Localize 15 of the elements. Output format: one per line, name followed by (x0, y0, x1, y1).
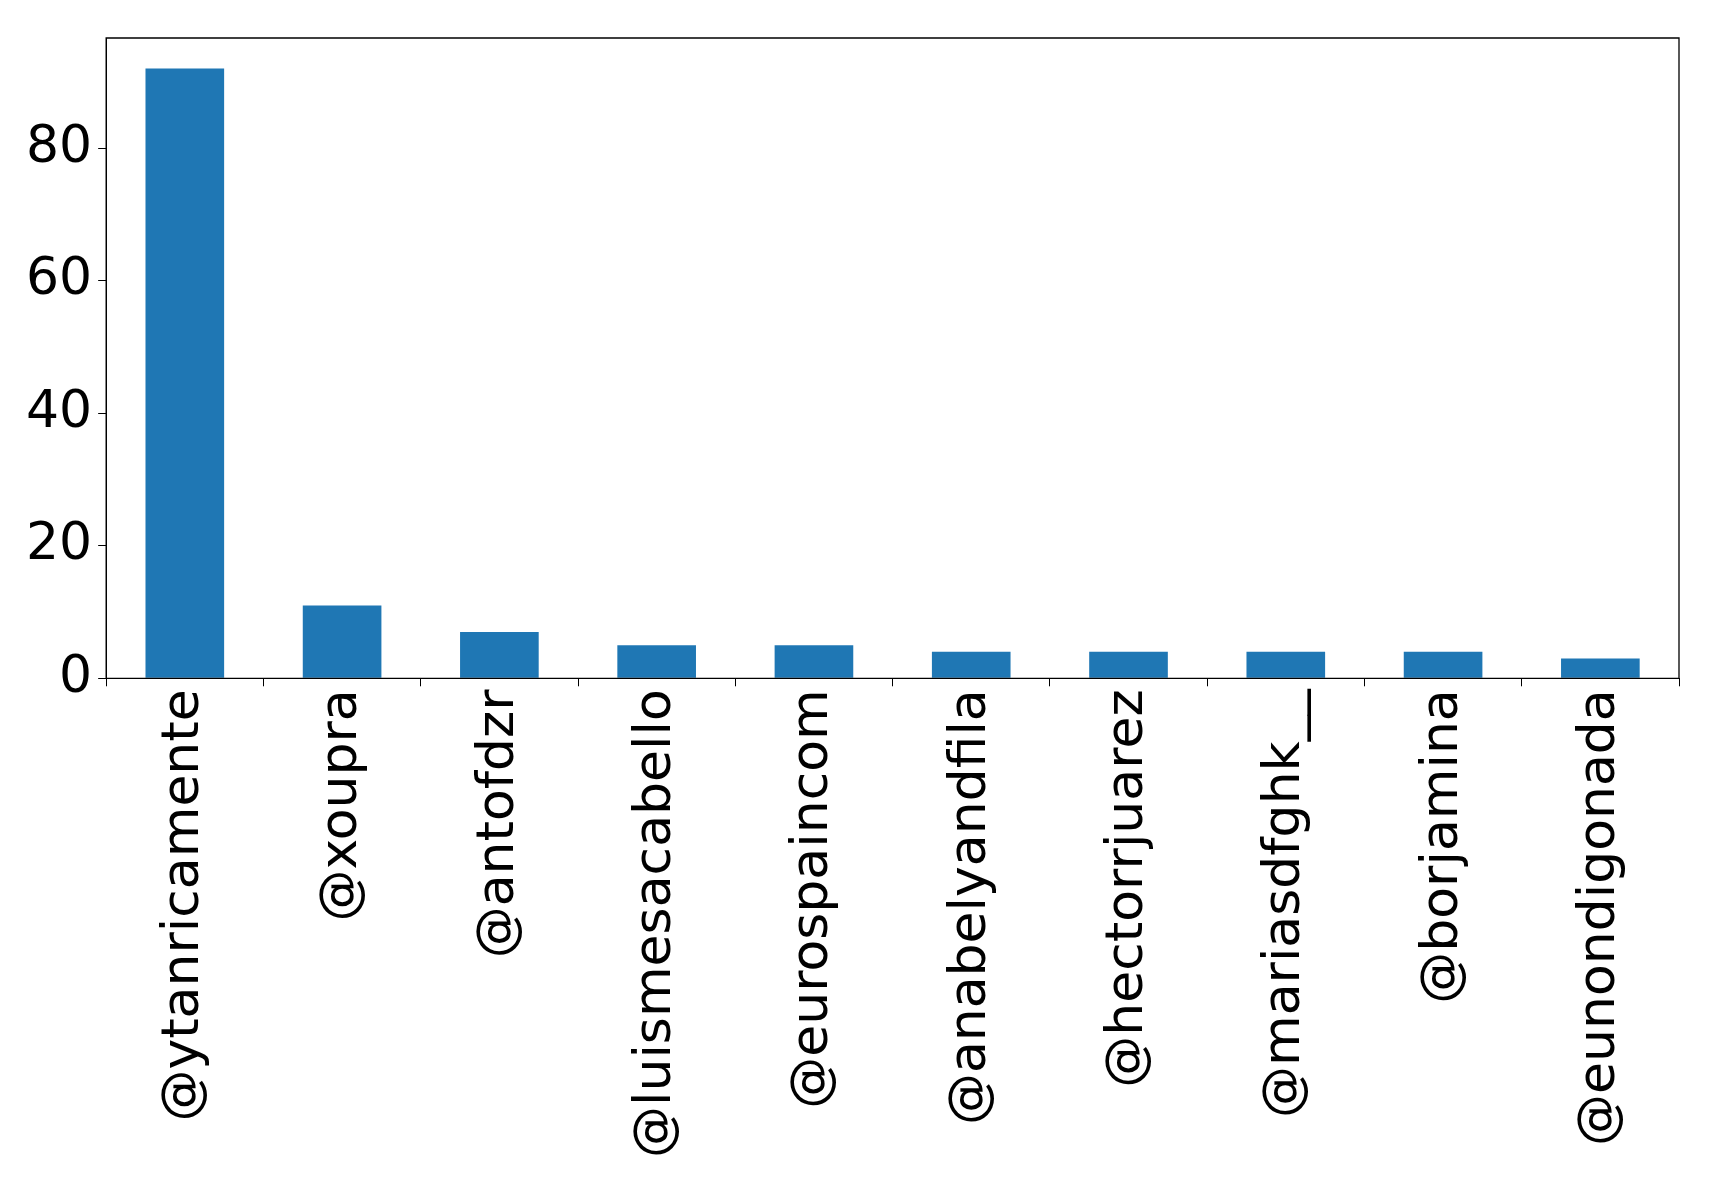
x-tick-label: @anabelyandfila (936, 689, 997, 1126)
y-tick-label: 80 (26, 113, 93, 174)
x-tick-label: @xoupra (307, 689, 368, 922)
x-tick-label: @mariasdfghk__ (1251, 688, 1312, 1118)
y-tick-label: 40 (26, 378, 93, 439)
x-tick-label: @ytanricamente (150, 689, 211, 1122)
x-tick-label: @antofdzr (464, 688, 525, 959)
x-tick-label: @borjamina (1408, 689, 1469, 1004)
y-tick-label: 20 (26, 511, 93, 572)
y-tick-label: 60 (26, 246, 93, 307)
x-tick-label: @eurospaincom (779, 689, 840, 1109)
y-tick-label: 0 (59, 643, 93, 704)
x-tick-label: @eunondigonada (1565, 689, 1626, 1146)
x-tick-label: @hectorrjuarez (1094, 689, 1155, 1088)
x-tick-label: @luismesacabello (622, 689, 683, 1159)
